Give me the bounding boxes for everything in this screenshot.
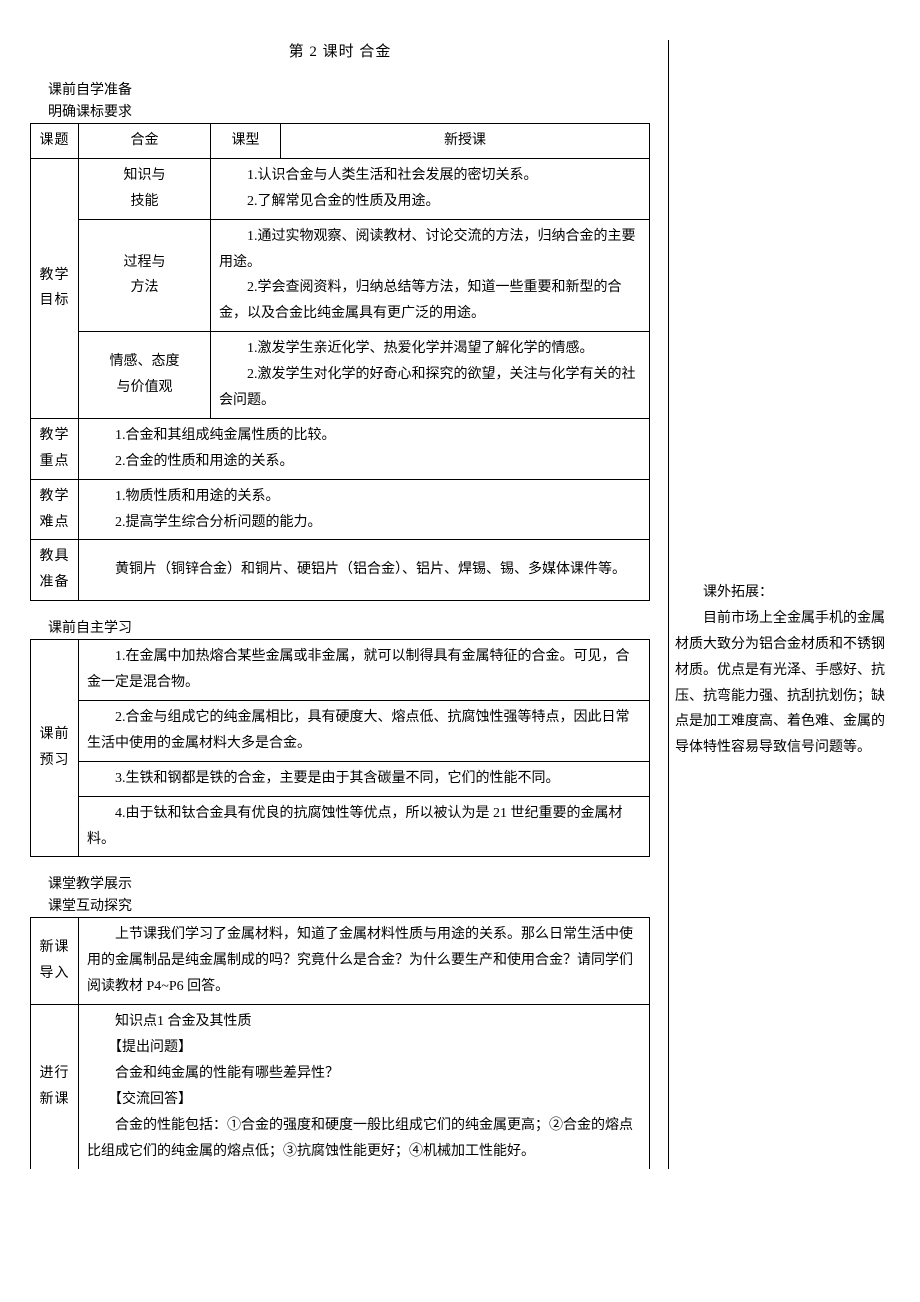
preview-p4: 4.由于钛和钛合金具有优良的抗腐蚀性等优点，所以被认为是 21 世纪重要的金属材…	[79, 796, 650, 857]
table-row: 过程与 方法 1.通过实物观察、阅读教材、讨论交流的方法，归纳合金的主要用途。 …	[31, 219, 650, 332]
side-column: 课外拓展： 目前市场上全金属手机的金属材质大致分为铝合金材质和不锈钢材质。优点是…	[668, 40, 890, 1169]
table-row: 课题 合金 课型 新授课	[31, 124, 650, 159]
goal-label: 教学 目标	[31, 158, 79, 418]
knowledge-content: 1.认识合金与人类生活和社会发展的密切关系。 2.了解常见合金的性质及用途。	[211, 158, 650, 219]
nc-l3: 合金和纯金属的性能有哪些差异性？	[87, 1061, 641, 1087]
intro-content: 上节课我们学习了金属材料，知道了金属材料性质与用途的关系。那么日常生活中使用的金…	[79, 918, 650, 1005]
preview-p1: 1.在金属中加热熔合某些金属或非金属，就可以制得具有金属特征的合金。可见，合金一…	[79, 640, 650, 701]
topic-value: 合金	[79, 124, 211, 159]
nc-l4: 【交流回答】	[87, 1087, 641, 1113]
table-row: 2.合金与组成它的纯金属相比，具有硬度大、熔点低、抗腐蚀性强等特点，因此日常生活…	[31, 701, 650, 762]
difficulty-label: 教学 难点	[31, 479, 79, 540]
table-row: 4.由于钛和钛合金具有优良的抗腐蚀性等优点，所以被认为是 21 世纪重要的金属材…	[31, 796, 650, 857]
section1-h2: 明确课标要求	[30, 101, 650, 121]
table-class: 新课 导入 上节课我们学习了金属材料，知道了金属材料性质与用途的关系。那么日常生…	[30, 917, 650, 1168]
nc-l5: 合金的性能包括：①合金的强度和硬度一般比组成它们的纯金属更高；②合金的熔点比组成…	[87, 1113, 641, 1165]
ctype-label: 课型	[211, 124, 281, 159]
nc-l1: 知识点1 合金及其性质	[87, 1009, 641, 1035]
table-goals: 课题 合金 课型 新授课 教学 目标 知识与 技能 1.认识合金与人类生活和社会…	[30, 123, 650, 601]
section3-h1: 课堂教学展示	[30, 873, 650, 893]
table-row: 教学 重点 1.合金和其组成纯金属性质的比较。 2.合金的性质和用途的关系。	[31, 418, 650, 479]
nc-l2: 【提出问题】	[87, 1035, 641, 1061]
intro-label: 新课 导入	[31, 918, 79, 1005]
tools-content: 黄铜片（铜锌合金）和铜片、硬铝片（铝合金）、铝片、焊锡、锡、多媒体课件等。	[79, 540, 650, 601]
table-row: 教学 目标 知识与 技能 1.认识合金与人类生活和社会发展的密切关系。 2.了解…	[31, 158, 650, 219]
difficulty-content: 1.物质性质和用途的关系。 2.提高学生综合分析问题的能力。	[79, 479, 650, 540]
section3-h2: 课堂互动探究	[30, 895, 650, 915]
newclass-label: 进行 新课	[31, 1005, 79, 1169]
section2-h1: 课前自主学习	[30, 617, 650, 637]
table-row: 课前 预习 1.在金属中加热熔合某些金属或非金属，就可以制得具有金属特征的合金。…	[31, 640, 650, 701]
preview-label: 课前 预习	[31, 640, 79, 857]
newclass-content: 知识点1 合金及其性质 【提出问题】 合金和纯金属的性能有哪些差异性？ 【交流回…	[79, 1005, 650, 1169]
focus-content: 1.合金和其组成纯金属性质的比较。 2.合金的性质和用途的关系。	[79, 418, 650, 479]
lesson-title: 第 2 课时 合金	[30, 40, 650, 61]
tools-label: 教具 准备	[31, 540, 79, 601]
preview-p2: 2.合金与组成它的纯金属相比，具有硬度大、熔点低、抗腐蚀性强等特点，因此日常生活…	[79, 701, 650, 762]
topic-label: 课题	[31, 124, 79, 159]
ctype-value: 新授课	[281, 124, 650, 159]
sub-emotion: 情感、态度 与价值观	[79, 332, 211, 419]
section1-h1: 课前自学准备	[30, 79, 650, 99]
table-row: 情感、态度 与价值观 1.激发学生亲近化学、热爱化学并渴望了解化学的情感。 2.…	[31, 332, 650, 419]
table-row: 进行 新课 知识点1 合金及其性质 【提出问题】 合金和纯金属的性能有哪些差异性…	[31, 1005, 650, 1169]
table-row: 教具 准备 黄铜片（铜锌合金）和铜片、硬铝片（铝合金）、铝片、焊锡、锡、多媒体课…	[31, 540, 650, 601]
table-preview: 课前 预习 1.在金属中加热熔合某些金属或非金属，就可以制得具有金属特征的合金。…	[30, 639, 650, 857]
focus-label: 教学 重点	[31, 418, 79, 479]
side-paragraph: 目前市场上全金属手机的金属材质大致分为铝合金材质和不锈钢材质。优点是有光泽、手感…	[675, 606, 890, 761]
preview-p3: 3.生铁和钢都是铁的合金，主要是由于其含碳量不同，它们的性能不同。	[79, 761, 650, 796]
table-row: 3.生铁和钢都是铁的合金，主要是由于其含碳量不同，它们的性能不同。	[31, 761, 650, 796]
emotion-content: 1.激发学生亲近化学、热爱化学并渴望了解化学的情感。 2.激发学生对化学的好奇心…	[211, 332, 650, 419]
table-row: 教学 难点 1.物质性质和用途的关系。 2.提高学生综合分析问题的能力。	[31, 479, 650, 540]
sub-process: 过程与 方法	[79, 219, 211, 332]
side-heading: 课外拓展：	[675, 580, 890, 606]
sub-knowledge: 知识与 技能	[79, 158, 211, 219]
process-content: 1.通过实物观察、阅读教材、讨论交流的方法，归纳合金的主要用途。 2.学会查阅资…	[211, 219, 650, 332]
table-row: 新课 导入 上节课我们学习了金属材料，知道了金属材料性质与用途的关系。那么日常生…	[31, 918, 650, 1005]
